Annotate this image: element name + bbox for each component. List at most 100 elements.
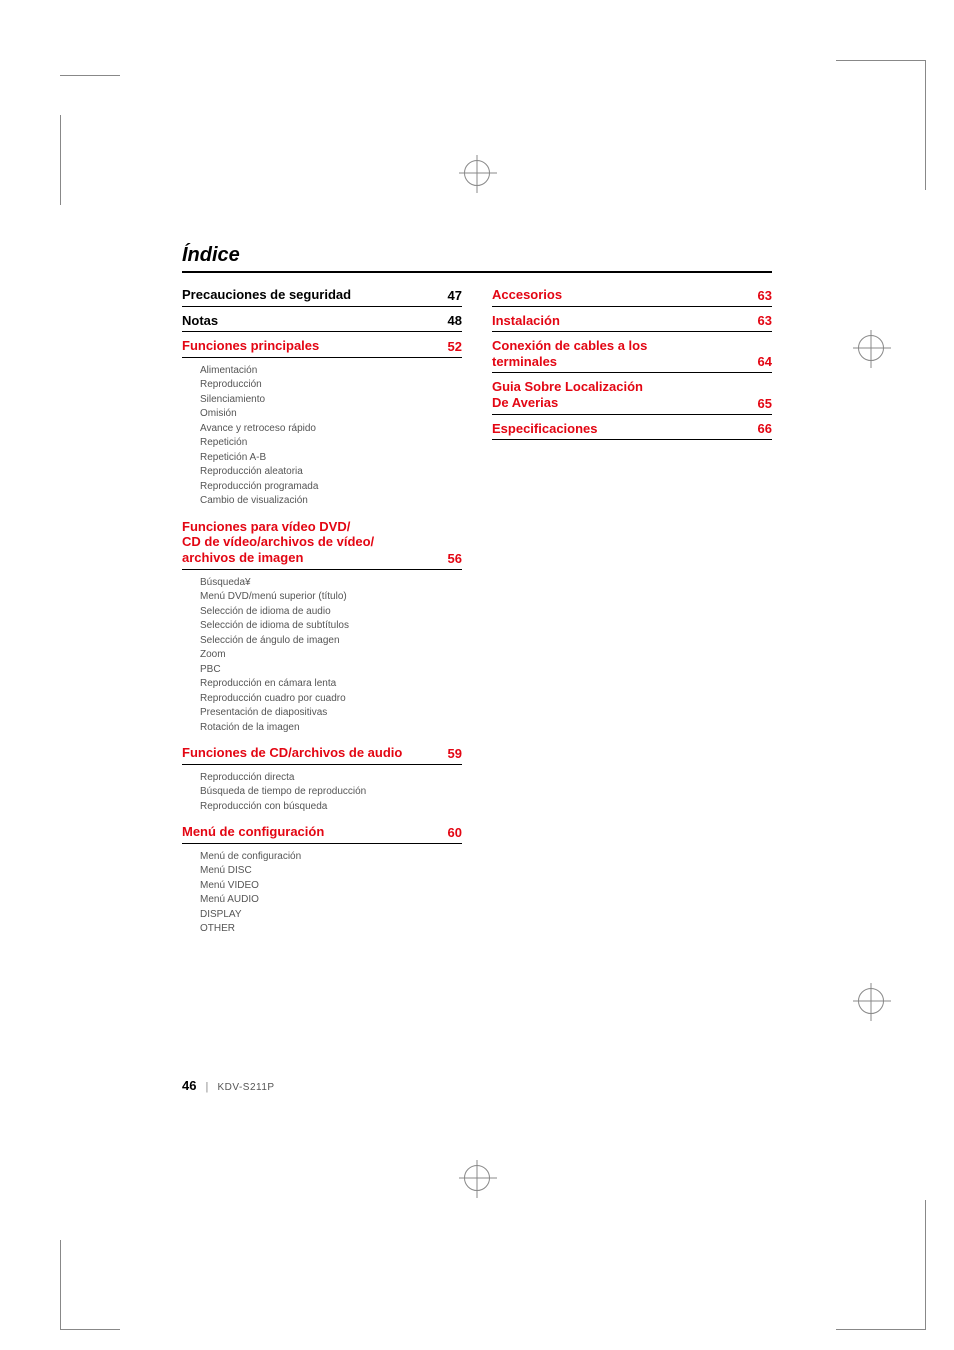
toc-sub-item: Reproducción programada bbox=[200, 480, 462, 495]
toc-sub-item: Selección de idioma de audio bbox=[200, 605, 462, 620]
left-column: Precauciones de seguridad 47 Notas 48 Funcio… bbox=[182, 287, 462, 947]
crop-corner-bl-v bbox=[60, 1240, 61, 1330]
toc-section-row: Especificaciones66 bbox=[492, 421, 772, 441]
toc-section-title-line: CD de vídeo/archivos de vídeo/ bbox=[182, 534, 374, 550]
toc-section-title: Funciones de CD/archivos de audio bbox=[182, 745, 402, 761]
toc-sub-item: Avance y retroceso rápido bbox=[200, 422, 462, 437]
toc-sub-item: Menú AUDIO bbox=[200, 893, 462, 908]
crop-mark-right-lower bbox=[858, 988, 884, 1014]
toc-section-title-line: terminales bbox=[492, 354, 647, 370]
toc-section-title: Conexión de cables a losterminales bbox=[492, 338, 647, 369]
toc-section-title: Instalación bbox=[492, 313, 560, 329]
toc-sub-item: Reproducción cuadro por cuadro bbox=[200, 692, 462, 707]
toc-section-title-line: Especificaciones bbox=[492, 421, 598, 437]
toc-section: Conexión de cables a losterminales 64 bbox=[492, 338, 772, 373]
toc-sub-item: Reproducción bbox=[200, 378, 462, 393]
toc-section-title: Notas bbox=[182, 313, 218, 329]
right-column: Accesorios 63 Instalación 63 Conexión de cab… bbox=[492, 287, 772, 947]
toc-section-page: 52 bbox=[448, 339, 462, 354]
toc-section-title-line: archivos de imagen bbox=[182, 550, 374, 566]
toc-sub-item: OTHER bbox=[200, 922, 462, 937]
toc-section-page: 47 bbox=[448, 288, 462, 303]
footer-model: KDV-S211P bbox=[217, 1082, 274, 1093]
toc-section: Guia Sobre LocalizaciónDe Averias65 bbox=[492, 379, 772, 414]
toc-sub-item: Menú de configuración bbox=[200, 850, 462, 865]
toc-section-row: Instalación 63 bbox=[492, 313, 772, 333]
toc-sub-item: Cambio de visualización bbox=[200, 494, 462, 509]
toc-section-row: Funciones principales 52 bbox=[182, 338, 462, 358]
toc-sub-item: Reproducción con búsqueda bbox=[200, 800, 462, 815]
toc-sub-item: Búsqueda¥ bbox=[200, 576, 462, 591]
toc-section: Especificaciones66 bbox=[492, 421, 772, 441]
toc-section-page: 48 bbox=[448, 313, 462, 328]
toc-section: Menú de configuración60Menú de configura… bbox=[182, 824, 462, 937]
toc-section-row: Funciones de CD/archivos de audio 59 bbox=[182, 745, 462, 765]
toc-section-title-line: De Averias bbox=[492, 395, 643, 411]
toc-section: Notas 48 bbox=[182, 313, 462, 333]
toc-section: Funciones de CD/archivos de audio 59 Repro… bbox=[182, 745, 462, 814]
crop-corner-tl-v bbox=[60, 115, 61, 205]
toc-section-title: Precauciones de seguridad bbox=[182, 287, 351, 303]
toc-sub-item: Búsqueda de tiempo de reproducción bbox=[200, 785, 462, 800]
toc-sub-list: Búsqueda¥Menú DVD/menú superior (título)… bbox=[182, 576, 462, 736]
crop-mark-bottom bbox=[464, 1165, 490, 1191]
toc-sub-item: Zoom bbox=[200, 648, 462, 663]
toc-sub-item: Reproducción en cámara lenta bbox=[200, 677, 462, 692]
toc-section-row: Notas 48 bbox=[182, 313, 462, 333]
toc-section: Precauciones de seguridad 47 bbox=[182, 287, 462, 307]
toc-section-title-line: Conexión de cables a los bbox=[492, 338, 647, 354]
toc-section-title-line: Funciones de CD/archivos de audio bbox=[182, 745, 402, 761]
toc-section-title-line: Funciones principales bbox=[182, 338, 319, 354]
toc-section-page: 60 bbox=[448, 825, 462, 840]
toc-sub-list: AlimentaciónReproducciónSilenciamientoOm… bbox=[182, 364, 462, 509]
toc-sub-list: Reproducción directaBúsqueda de tiempo d… bbox=[182, 771, 462, 815]
crop-corner-tr bbox=[836, 60, 926, 190]
crop-corner-tl bbox=[60, 75, 120, 135]
toc-section-row: Funciones para vídeo DVD/CD de vídeo/arc… bbox=[182, 519, 462, 570]
toc-section-title: Accesorios bbox=[492, 287, 562, 303]
page-content: Índice Precauciones de seguridad 47 Notas 4… bbox=[182, 244, 772, 947]
toc-section-title: Especificaciones bbox=[492, 421, 598, 437]
toc-sub-item: Menú DVD/menú superior (título) bbox=[200, 590, 462, 605]
toc-section-page: 65 bbox=[758, 396, 772, 411]
toc-section-title: Funciones para vídeo DVD/CD de vídeo/arc… bbox=[182, 519, 374, 566]
toc-section: Accesorios 63 bbox=[492, 287, 772, 307]
toc-section-title: Funciones principales bbox=[182, 338, 319, 354]
toc-section-title-line: Menú de configuración bbox=[182, 824, 324, 840]
footer: 46 | KDV-S211P bbox=[182, 1078, 275, 1093]
toc-section-row: Precauciones de seguridad 47 bbox=[182, 287, 462, 307]
crop-corner-bl bbox=[60, 1329, 120, 1330]
toc-section: Funciones para vídeo DVD/CD de vídeo/arc… bbox=[182, 519, 462, 735]
toc-section-title-line: Funciones para vídeo DVD/ bbox=[182, 519, 374, 535]
columns: Precauciones de seguridad 47 Notas 48 Funcio… bbox=[182, 287, 772, 947]
toc-section-title-line: Precauciones de seguridad bbox=[182, 287, 351, 303]
toc-section-page: 63 bbox=[758, 288, 772, 303]
toc-section-title-line: Accesorios bbox=[492, 287, 562, 303]
crop-corner-br bbox=[836, 1200, 926, 1330]
footer-separator: | bbox=[206, 1081, 209, 1093]
toc-sub-item: Silenciamiento bbox=[200, 393, 462, 408]
toc-section-title-line: Instalación bbox=[492, 313, 560, 329]
toc-section-page: 64 bbox=[758, 354, 772, 369]
toc-section-page: 63 bbox=[758, 313, 772, 328]
crop-mark-top bbox=[464, 160, 490, 186]
toc-sub-item: Reproducción aleatoria bbox=[200, 465, 462, 480]
toc-section: Instalación 63 bbox=[492, 313, 772, 333]
toc-section-title-line: Notas bbox=[182, 313, 218, 329]
toc-sub-item: Presentación de diapositivas bbox=[200, 706, 462, 721]
toc-sub-item: Repetición bbox=[200, 436, 462, 451]
toc-sub-item: Rotación de la imagen bbox=[200, 721, 462, 736]
toc-sub-list: Menú de configuraciónMenú DISCMenú VIDEO… bbox=[182, 850, 462, 937]
toc-sub-item: Menú DISC bbox=[200, 864, 462, 879]
doc-title-wrap: Índice bbox=[182, 244, 772, 273]
crop-mark-right-upper bbox=[858, 335, 884, 361]
toc-section-row: Accesorios 63 bbox=[492, 287, 772, 307]
toc-sub-item: Reproducción directa bbox=[200, 771, 462, 786]
doc-title: Índice bbox=[182, 244, 772, 267]
footer-page-number: 46 bbox=[182, 1078, 196, 1093]
toc-sub-item: Omisión bbox=[200, 407, 462, 422]
toc-sub-item: Menú VIDEO bbox=[200, 879, 462, 894]
toc-sub-item: DISPLAY bbox=[200, 908, 462, 923]
toc-section-row: Menú de configuración 60 bbox=[182, 824, 462, 844]
toc-section-page: 59 bbox=[448, 746, 462, 761]
